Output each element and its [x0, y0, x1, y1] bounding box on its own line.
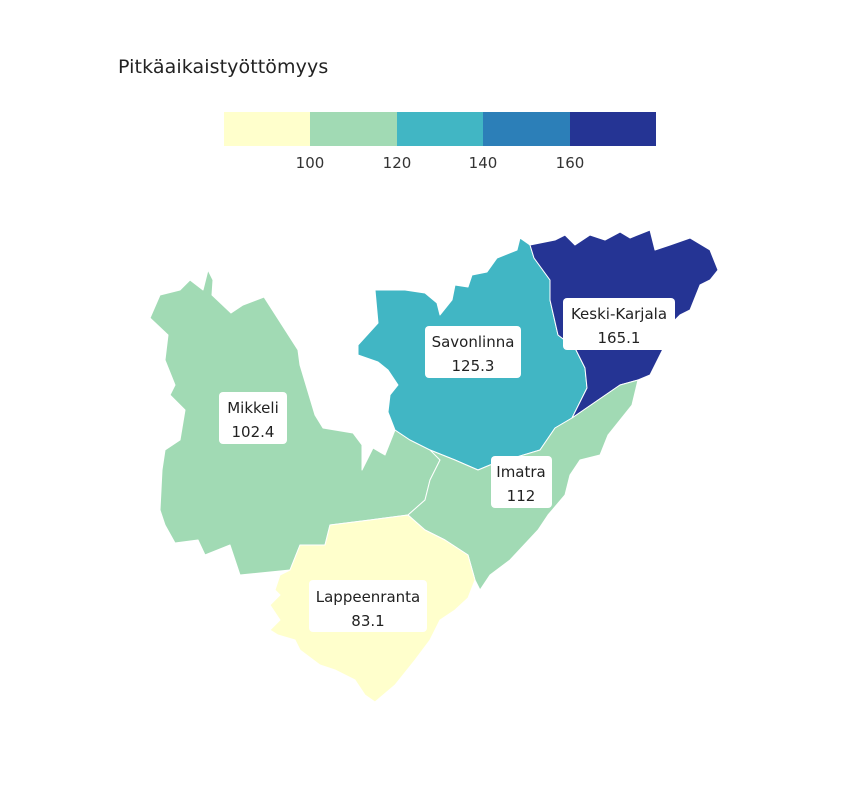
region-value-label: 112	[507, 487, 536, 505]
region-value-label: 102.4	[232, 423, 275, 441]
legend-color-bar	[224, 112, 657, 146]
region-name-label: Imatra	[496, 463, 545, 481]
label-lappeenranta: Lappeenranta 83.1	[309, 580, 427, 632]
map-title: Pitkäaikaistyöttömyys	[118, 56, 329, 78]
legend-tick: 140	[468, 154, 498, 172]
label-box	[219, 392, 287, 444]
label-box	[425, 326, 521, 378]
legend-swatch	[483, 112, 570, 146]
label-imatra: Imatra 112	[491, 456, 552, 508]
label-box	[491, 456, 552, 508]
legend-tick: 100	[295, 154, 325, 172]
legend-swatch	[224, 112, 311, 146]
label-box	[309, 580, 427, 632]
region-value-label: 83.1	[351, 612, 384, 630]
legend-ticks: 100 120 140 160	[224, 154, 656, 174]
color-legend: 100 120 140 160	[224, 112, 657, 172]
legend-swatch	[569, 112, 657, 146]
legend-swatch	[310, 112, 397, 146]
legend-tick: 160	[555, 154, 585, 172]
label-box	[563, 298, 675, 350]
label-savonlinna: Savonlinna 125.3	[425, 326, 521, 378]
region-name-label: Mikkeli	[227, 399, 279, 417]
region-name-label: Savonlinna	[432, 333, 515, 351]
legend-swatch	[396, 112, 484, 146]
region-value-label: 125.3	[452, 357, 495, 375]
label-mikkeli: Mikkeli 102.4	[219, 392, 287, 444]
legend-tick: 120	[382, 154, 412, 172]
region-name-label: Keski-Karjala	[571, 305, 667, 323]
region-value-label: 165.1	[598, 329, 641, 347]
region-name-label: Lappeenranta	[316, 588, 421, 606]
label-keski-karjala: Keski-Karjala 165.1	[563, 298, 675, 350]
